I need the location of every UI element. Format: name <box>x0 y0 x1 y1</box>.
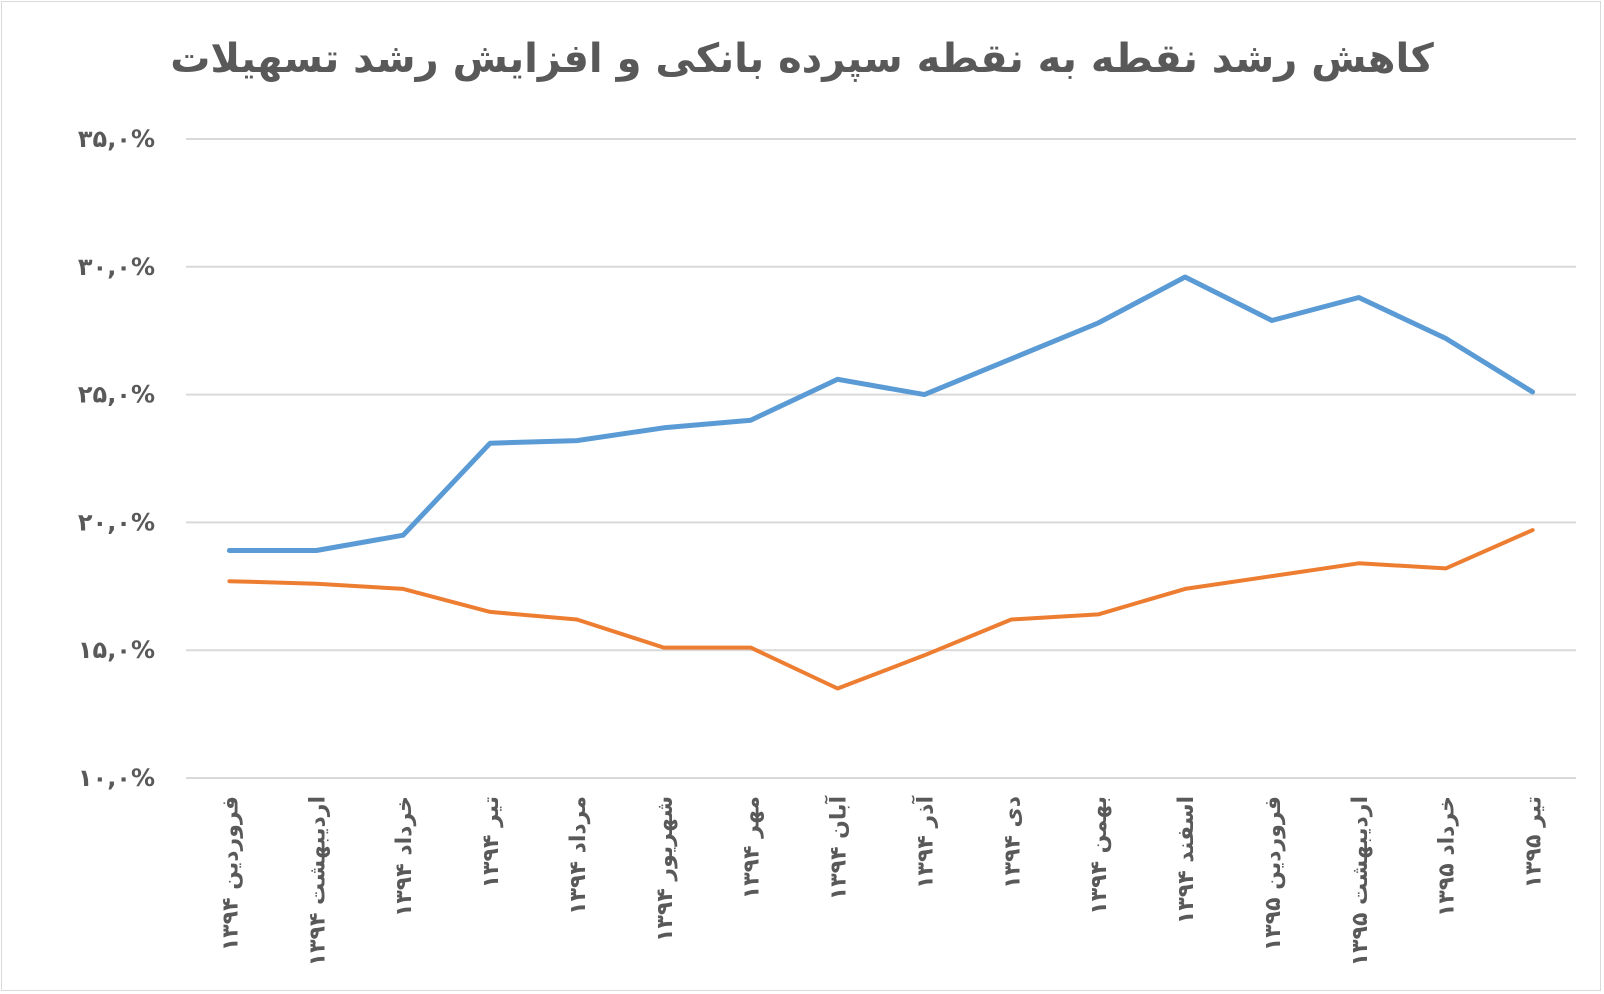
x-tick-label: آذر ۱۳۹۴ <box>910 796 938 889</box>
data-point <box>663 647 665 649</box>
x-tick-label: مرداد ۱۳۹۴ <box>566 796 591 915</box>
data-point <box>1271 319 1273 321</box>
data-point <box>663 427 665 429</box>
x-tick-label: خرداد ۱۳۹۵ <box>1435 796 1460 917</box>
data-point <box>750 647 752 649</box>
x-tick-label: فروردین ۱۳۹۵ <box>1261 796 1286 951</box>
data-point <box>228 550 230 552</box>
x-tick-label: خرداد ۱۳۹۴ <box>392 796 417 917</box>
y-tick-label: ۲۰,۰% <box>78 508 155 536</box>
x-axis-ticks: فروردین ۱۳۹۴ اردیبهشت ۱۳۹۴ خرداد ۱۳۹۴ تیر ۱… <box>218 796 1546 967</box>
x-tick-label: دی ۱۳۹۴ <box>1000 796 1025 889</box>
x-tick-label: اردیبهشت ۱۳۹۵ <box>1348 796 1373 966</box>
data-point <box>1184 276 1186 278</box>
data-point <box>228 580 230 582</box>
data-point <box>923 654 925 656</box>
data-point <box>1184 588 1186 590</box>
data-point <box>1010 358 1012 360</box>
series-lines <box>226 274 1536 691</box>
data-point <box>402 588 404 590</box>
data-point <box>1097 322 1099 324</box>
data-point <box>750 419 752 421</box>
x-tick-label: بهمن ۱۳۹۴ <box>1087 796 1112 915</box>
data-point <box>837 688 839 690</box>
y-tick-label: ۳۵,۰% <box>78 125 155 153</box>
y-tick-label: ۱۰,۰% <box>78 764 155 792</box>
series-line-2 <box>227 528 1535 691</box>
x-tick-label: تیر ۱۳۹۵ <box>1522 796 1547 888</box>
chart-title: کاهش رشد نقطه به نقطه سپرده بانکی و افزا… <box>170 36 1434 82</box>
data-point <box>1358 562 1360 564</box>
data-point <box>923 394 925 396</box>
data-point <box>1445 337 1447 339</box>
y-tick-label: ۳۰,۰% <box>78 253 155 281</box>
data-point <box>1271 575 1273 577</box>
y-tick-label: ۱۵,۰% <box>78 636 155 664</box>
x-tick-label: اسفند ۱۳۹۴ <box>1174 796 1199 924</box>
data-point <box>315 550 317 552</box>
data-point <box>1532 391 1534 393</box>
y-tick-label: ۲۵,۰% <box>78 381 155 409</box>
x-tick-label: تیر ۱۳۹۴ <box>479 796 504 888</box>
series-line-1 <box>226 274 1536 553</box>
data-point <box>1010 619 1012 621</box>
data-point <box>576 440 578 442</box>
data-point <box>576 619 578 621</box>
data-point <box>1445 567 1447 569</box>
x-tick-label: اردیبهشت ۱۳۹۴ <box>305 796 330 966</box>
x-tick-label: فروردین ۱۳۹۴ <box>218 796 243 951</box>
data-point <box>402 534 404 536</box>
data-point <box>315 583 317 585</box>
data-point <box>1097 613 1099 615</box>
data-point <box>1532 529 1534 531</box>
y-axis-ticks: ۱۰,۰% ۱۵,۰% ۲۰,۰% ۲۵,۰% ۳۰,۰% ۳۵,۰% <box>78 125 155 792</box>
x-tick-label: آبان ۱۳۹۴ <box>824 796 852 901</box>
data-point <box>837 378 839 380</box>
gridlines <box>186 138 1576 779</box>
data-point <box>489 442 491 444</box>
x-tick-label: مهر ۱۳۹۴ <box>740 796 765 899</box>
x-tick-label: شهریور ۱۳۹۴ <box>653 796 678 942</box>
data-point <box>1358 296 1360 298</box>
data-point <box>489 611 491 613</box>
